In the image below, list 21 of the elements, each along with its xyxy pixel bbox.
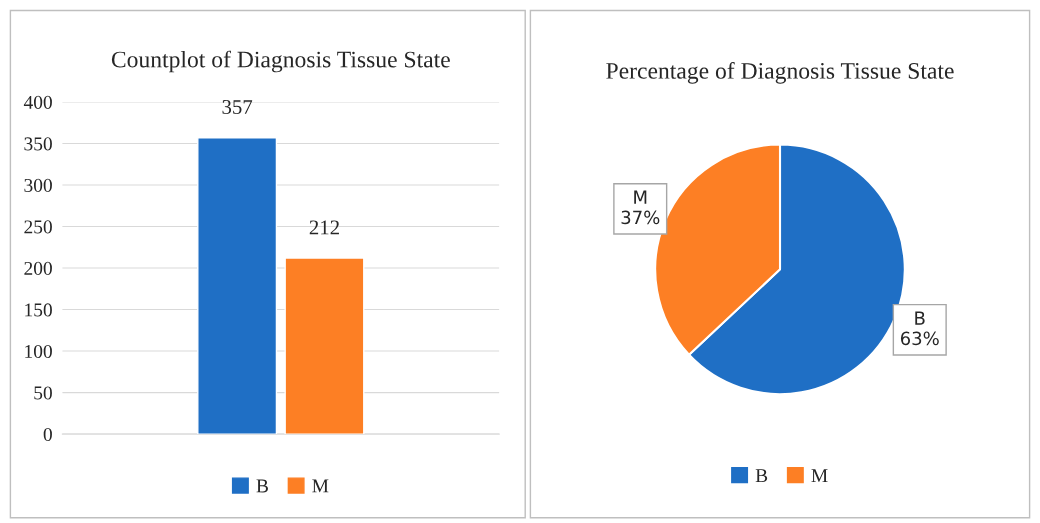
y-tick-label: 50 — [34, 386, 52, 400]
legend-label: M — [811, 469, 828, 482]
y-tick-label: 100 — [25, 344, 52, 358]
chart-title: Percentage of Diagnosis Tissue State — [606, 62, 954, 84]
y-tick-label: 150 — [25, 303, 52, 317]
chart-title: Countplot of Diagnosis Tissue State — [111, 50, 450, 73]
legend-label: M — [312, 479, 329, 493]
slice-label: M — [634, 190, 647, 204]
legend-label: B — [256, 479, 268, 493]
y-tick-label: 0 — [43, 427, 52, 442]
y-tick-label: 250 — [24, 220, 52, 234]
legend-label: B — [755, 469, 768, 483]
y-tick-label: 300 — [24, 178, 52, 192]
data-label: 212 — [309, 220, 339, 235]
data-label: 357 — [222, 100, 253, 115]
data-label: 37% — [621, 210, 660, 225]
data-label: 63% — [900, 331, 939, 346]
slice-label: B — [915, 311, 925, 325]
y-tick-label: 350 — [24, 137, 52, 151]
y-tick-label: 200 — [24, 261, 52, 275]
y-tick-label: 400 — [23, 95, 52, 109]
